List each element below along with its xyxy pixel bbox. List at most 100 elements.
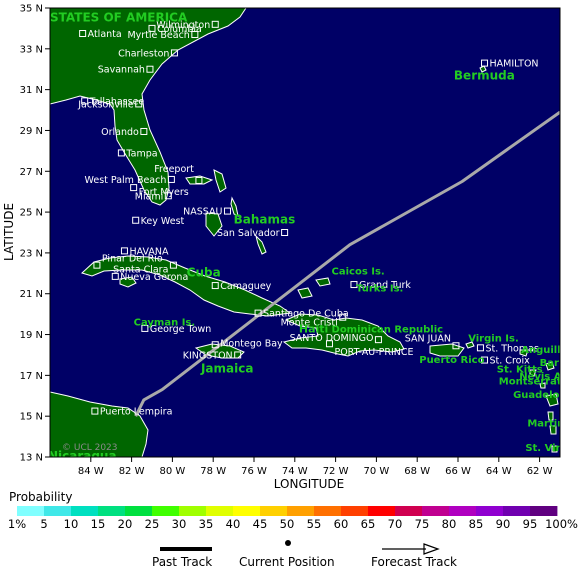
city-orlando: Orlando <box>101 127 148 138</box>
city-marker-icon <box>93 261 101 269</box>
land-hispaniola <box>282 313 405 357</box>
probability-swatch <box>530 506 558 516</box>
probability-swatch <box>503 506 531 516</box>
probability-label: 1% <box>8 517 26 531</box>
city-marker-icon <box>91 407 99 415</box>
city-miami: Miami <box>135 191 172 202</box>
city-marker-icon <box>325 340 333 348</box>
city-port-au-prince: PORT-AU-PRINCE <box>325 340 414 358</box>
city-label: Myrtle Beach <box>127 30 189 41</box>
past-track-label: Past Track <box>152 555 212 569</box>
city-marker-icon <box>452 342 460 350</box>
city-label: Camaguey <box>220 281 271 292</box>
lat-tick-label: 13 N <box>20 453 43 464</box>
city-marker-icon <box>170 49 178 57</box>
lon-tick-label: 74 W <box>282 466 308 477</box>
city-west-palm-beach: West Palm Beach <box>85 175 175 186</box>
lon-tick-label: 70 W <box>364 466 390 477</box>
city-label: KINGSTON <box>183 350 233 361</box>
city-marker-icon <box>281 229 289 236</box>
city-label: Nueva Gerona <box>120 272 188 283</box>
land-dominica <box>547 411 554 421</box>
lon-tick-label: 84 W <box>78 466 104 477</box>
probability-label: 25 <box>145 517 160 531</box>
lon-tick-label: 62 W <box>527 466 553 477</box>
city-label: Wilmington <box>156 20 210 31</box>
region-label-guadeloupe: Guadeloupe <box>513 390 580 401</box>
probability-swatch <box>341 506 369 516</box>
region-label-nevis-ant: Nevis Ant. <box>519 371 577 382</box>
city-st-croix: St. Croix <box>481 356 530 367</box>
lat-tick-label: 17 N <box>20 371 43 382</box>
region-label-jamaica: Jamaica <box>200 361 254 375</box>
land-andros <box>205 212 223 237</box>
city-freeport: Freeport <box>154 164 203 184</box>
longitude-ticks: 84 W 82 W 80 W 78 W 76 W 74 W 72 W 70 W 68 W 66 W… <box>78 457 553 477</box>
city-grand-turk: Grand Turk <box>350 280 411 291</box>
city-label: Pinar Del Rio <box>102 254 163 265</box>
probability-label: 95 <box>523 517 538 531</box>
lon-tick-label: 80 W <box>160 466 186 477</box>
probability-swatch <box>17 506 45 516</box>
probability-swatch <box>368 506 396 516</box>
city-marker-icon <box>350 281 358 289</box>
city-marker-icon <box>234 351 242 359</box>
city-marker-icon <box>254 309 262 317</box>
city-label: Grand Turk <box>359 280 411 291</box>
city-tallahassee: Tallahassee <box>81 96 144 107</box>
probability-swatch <box>98 506 126 516</box>
probability-swatch <box>233 506 261 516</box>
current-position-label: Current Position <box>239 555 335 569</box>
probability-swatch <box>287 506 315 516</box>
lat-tick-label: 35 N <box>20 4 43 15</box>
city-marker-icon <box>148 24 156 32</box>
probability-label: 35 <box>199 517 214 531</box>
lat-tick-label: 31 N <box>20 85 43 96</box>
city-label: Key West <box>141 216 185 227</box>
probability-title: Probability <box>9 490 72 504</box>
region-label-puerto-rico: Puerto Rico <box>419 355 484 366</box>
city-marker-icon <box>191 31 199 39</box>
city-marker-icon <box>211 341 219 349</box>
city-marker-icon <box>476 344 484 352</box>
lon-tick-label: 72 W <box>323 466 349 477</box>
probability-label: 80 <box>442 517 457 531</box>
lat-tick-label: 33 N <box>20 44 43 55</box>
land-eleuthera <box>230 196 239 217</box>
lon-tick-label: 64 W <box>486 466 512 477</box>
probability-label: 10 <box>64 517 79 531</box>
land-grand-bahama <box>185 175 214 185</box>
lon-tick-label: 68 W <box>404 466 430 477</box>
city-label: Orlando <box>101 127 139 138</box>
land-central-america <box>50 391 149 457</box>
city-label: George Town <box>150 324 211 335</box>
probability-label: 60 <box>334 517 349 531</box>
land-north-america <box>50 8 247 206</box>
city-tampa: Tampa <box>117 148 158 159</box>
probability-label: 5 <box>40 517 47 531</box>
probability-swatch <box>44 506 72 516</box>
lat-tick-label: 27 N <box>20 167 43 178</box>
land-bermuda <box>479 65 487 73</box>
lat-tick-label: 21 N <box>20 289 43 300</box>
lat-tick-label: 23 N <box>20 248 43 259</box>
lat-tick-label: 15 N <box>20 412 43 423</box>
city-puerto-lempira: Puerto Lempira <box>91 407 173 418</box>
probability-label: 55 <box>307 517 322 531</box>
city-label: Charleston <box>118 48 169 59</box>
probability-swatch <box>179 506 207 516</box>
lon-tick-label: 76 W <box>241 466 267 477</box>
city-label: SANTO DOMINGO <box>290 333 374 344</box>
city-hamilton: HAMILTON <box>481 59 539 70</box>
probability-label: 90 <box>496 517 511 531</box>
city-label: Miami <box>135 191 164 202</box>
city-nassau: NASSAU <box>183 207 231 218</box>
city-marker-icon <box>164 192 172 200</box>
city-label: Puerto Lempira <box>100 407 173 418</box>
land-long-island <box>255 234 267 255</box>
city-san-juan: SAN JUAN <box>405 333 460 350</box>
city-st-thomas: St. Thomas <box>476 343 539 354</box>
city-savannah: Savannah <box>98 65 154 76</box>
